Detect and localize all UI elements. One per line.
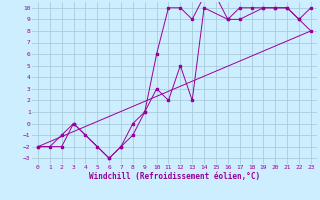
X-axis label: Windchill (Refroidissement éolien,°C): Windchill (Refroidissement éolien,°C): [89, 172, 260, 181]
